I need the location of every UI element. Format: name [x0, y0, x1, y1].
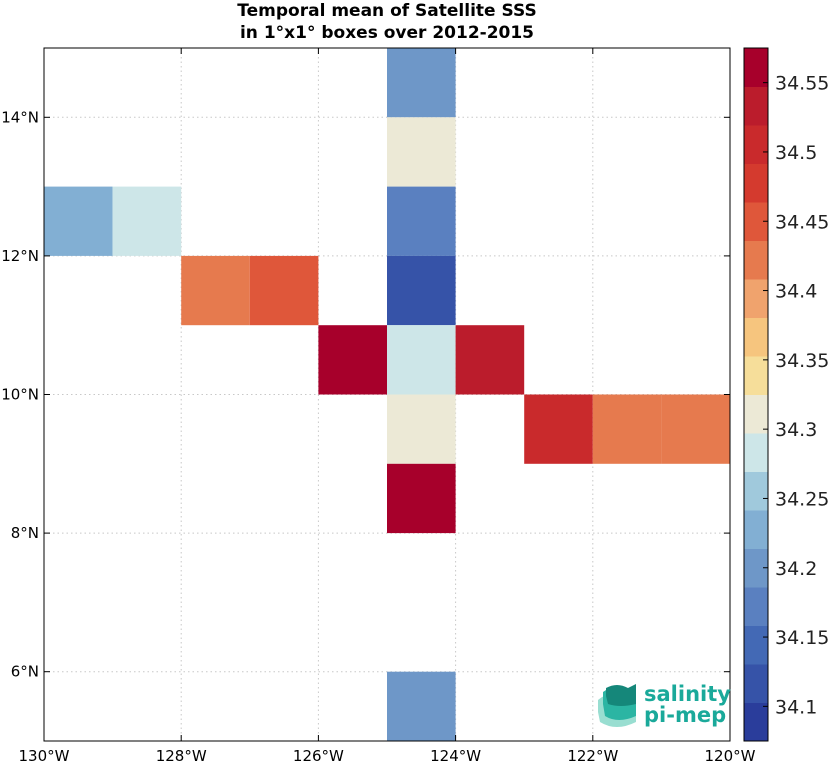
colorbar-segment [744, 48, 768, 87]
x-tick-label: 126°W [293, 747, 344, 763]
colorbar-tick-label: 34.2 [775, 558, 817, 580]
colorbar-segment [744, 279, 768, 318]
colorbar-segment [744, 664, 768, 703]
heatmap-cell [249, 255, 319, 326]
colorbar-segment [744, 86, 768, 126]
colorbar-segment [744, 433, 768, 472]
heatmap-cell [387, 48, 456, 118]
colorbar-segment [744, 587, 768, 626]
colorbar-segment [744, 471, 768, 511]
y-tick-label: 14°N [1, 108, 39, 126]
colorbar-tick-label: 34.15 [775, 627, 829, 649]
colorbar [743, 47, 769, 742]
colorbar-tick-label: 34.55 [775, 73, 829, 95]
colorbar-segment [744, 240, 768, 280]
colorbar-segment [744, 625, 768, 665]
heatmap-cells [44, 48, 730, 741]
logo-line2: pi-mep [644, 703, 726, 727]
x-tick-label: 124°W [430, 747, 481, 763]
colorbar-segment [744, 125, 768, 164]
y-tick-labels: 6°N 8°N 10°N 12°N 14°N [1, 108, 39, 680]
y-tick-label: 12°N [1, 247, 39, 265]
x-tick-label: 120°W [705, 747, 756, 763]
chart-title-line1: Temporal mean of Satellite SSS [237, 1, 537, 21]
y-tick-label: 8°N [11, 524, 39, 542]
logo-wave-icon-3 [606, 684, 636, 706]
colorbar-tick-label: 34.45 [775, 211, 829, 233]
y-tick-label: 6°N [11, 663, 39, 681]
heatmap-cell [661, 394, 730, 464]
heatmap-cell [112, 186, 182, 256]
heatmap-cell [387, 394, 456, 464]
colorbar-tick-label: 34.25 [775, 488, 829, 510]
heatmap-cell [592, 394, 662, 464]
x-tick-label: 122°W [567, 747, 618, 763]
heatmap-cell [181, 255, 250, 326]
x-tick-labels: 130°W 128°W 126°W 124°W 122°W 120°W [19, 747, 756, 763]
colorbar-segment [744, 163, 768, 203]
logo-line1: salinity [644, 682, 731, 706]
salinity-pimep-logo: salinity pi-mep [598, 682, 731, 727]
heatmap-cell [455, 325, 525, 395]
chart-title-line2: in 1°x1° boxes over 2012-2015 [239, 23, 535, 43]
heatmap-cell [387, 325, 456, 395]
colorbar-tick-labels: 34.1 34.15 34.2 34.25 34.3 34.35 34.4 34.45 34.5… [775, 73, 829, 719]
heatmap-cell [387, 671, 456, 741]
x-tick-label: 130°W [19, 747, 70, 763]
heatmap-cell [44, 186, 113, 256]
x-tick-label: 128°W [156, 747, 207, 763]
colorbar-tick-label: 34.3 [775, 419, 817, 441]
y-tick-label: 10°N [1, 386, 39, 404]
colorbar-tick-label: 34.35 [775, 350, 829, 372]
heatmap-cell [387, 117, 456, 187]
axis-ticks [43, 48, 731, 741]
chart-title: Temporal mean of Satellite SSS in 1°x1° … [44, 0, 730, 44]
heatmap-cell [387, 255, 456, 326]
colorbar-frame [743, 47, 769, 742]
heatmap-cell [524, 394, 593, 464]
colorbar-segment [744, 356, 768, 395]
colorbar-segment [744, 317, 768, 357]
colorbar-tick-label: 34.1 [775, 696, 817, 718]
colorbar-tick-label: 34.5 [775, 142, 817, 164]
colorbar-segment [744, 394, 768, 434]
colorbar-tick-label: 34.4 [775, 281, 817, 303]
heatmap-cell [387, 463, 456, 534]
colorbar-segment [744, 510, 768, 549]
heatmap-cell [387, 186, 456, 256]
colorbar-segment [744, 702, 768, 742]
heatmap-cell [318, 325, 387, 395]
